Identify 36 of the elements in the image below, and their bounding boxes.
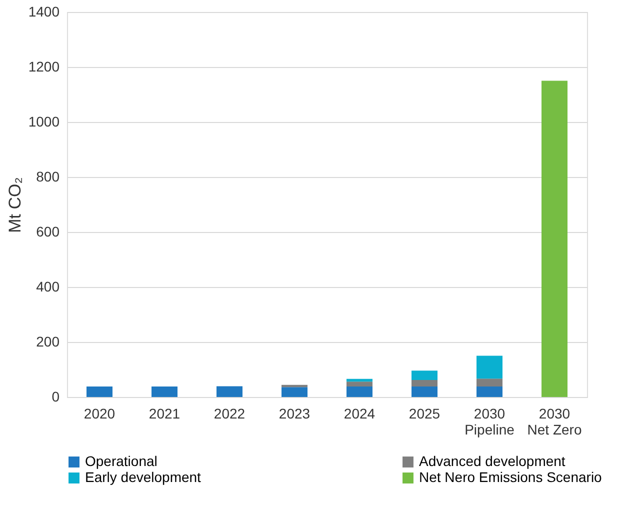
y-tick-label: 200 bbox=[36, 334, 60, 350]
y-tick-label: 800 bbox=[36, 168, 60, 184]
y-tick-label: 1200 bbox=[28, 58, 60, 74]
bar bbox=[476, 378, 502, 387]
bar bbox=[86, 386, 112, 397]
bar bbox=[476, 356, 502, 379]
y-tick-label: 0 bbox=[52, 388, 60, 404]
bar bbox=[152, 386, 178, 397]
legend-label: Advanced development bbox=[419, 453, 566, 469]
x-tick-label: 2030 Pipeline bbox=[464, 406, 515, 438]
bar bbox=[412, 370, 438, 380]
x-tick-label: 2030 Net Zero bbox=[527, 406, 582, 438]
bar bbox=[346, 382, 372, 387]
x-tick-label: 2025 bbox=[408, 406, 440, 422]
x-tick-label: 2023 bbox=[278, 406, 310, 422]
bar bbox=[282, 384, 308, 388]
bar bbox=[476, 386, 502, 397]
y-tick-label: 1000 bbox=[28, 114, 60, 130]
bar bbox=[412, 380, 438, 387]
y-axis-title: Mt CO₂ bbox=[5, 177, 24, 233]
x-tick-label: 2024 bbox=[344, 406, 376, 422]
bar bbox=[412, 386, 438, 397]
bar bbox=[216, 386, 242, 397]
bar bbox=[346, 378, 372, 382]
y-tick-label: 400 bbox=[36, 278, 60, 294]
bar bbox=[346, 386, 372, 397]
bar bbox=[542, 80, 568, 397]
legend-label: Early development bbox=[85, 469, 202, 485]
legend-label: Operational bbox=[85, 453, 158, 469]
x-tick-label: 2021 bbox=[148, 406, 180, 422]
y-tick-label: 1400 bbox=[28, 4, 60, 20]
bar bbox=[282, 387, 308, 397]
legend-label: Net Nero Emissions Scenario bbox=[419, 469, 602, 485]
x-tick-label: 2022 bbox=[214, 406, 246, 422]
y-tick-label: 600 bbox=[36, 224, 60, 240]
x-tick-label: 2020 bbox=[84, 406, 116, 422]
